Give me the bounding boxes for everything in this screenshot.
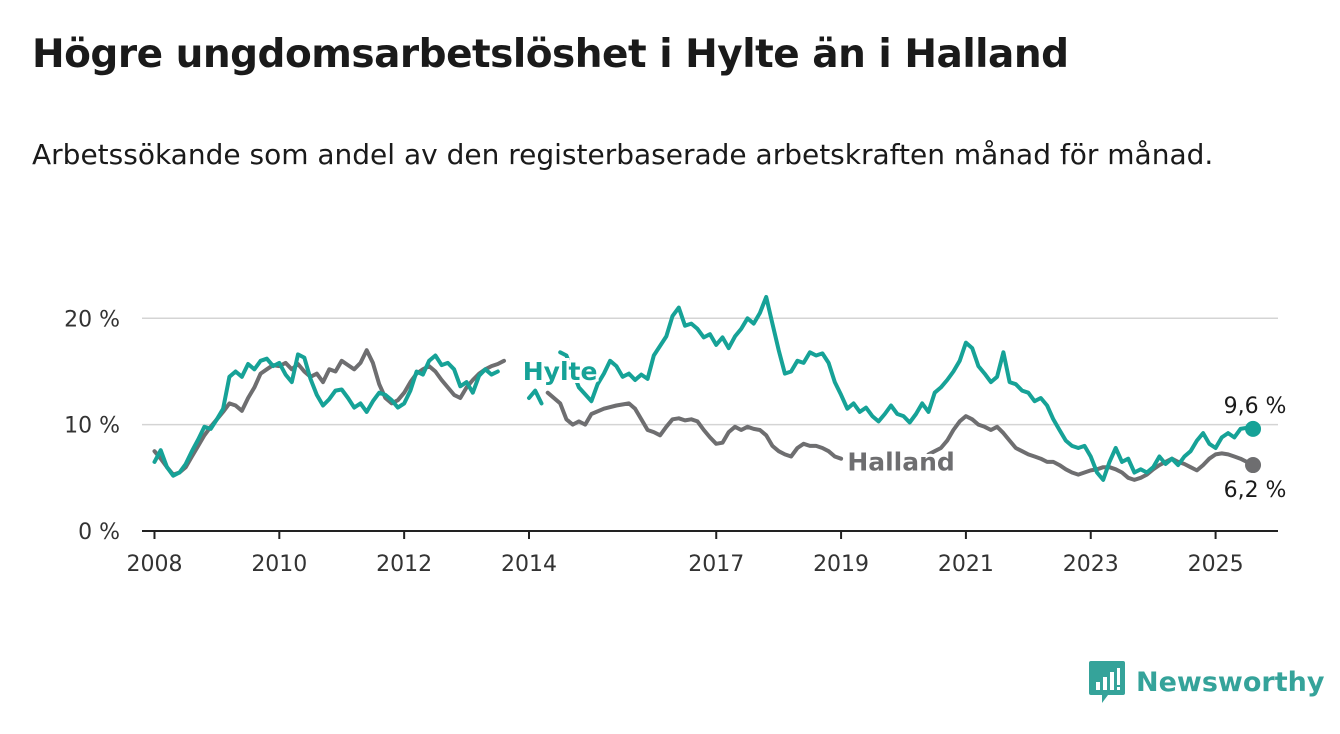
chart-subtitle: Arbetssökande som andel av den registerb…: [32, 138, 1214, 171]
x-tick-label: 2019: [813, 552, 869, 577]
series-line-hylte: [152, 295, 1255, 482]
y-tick-label: 0 %: [78, 520, 120, 545]
brand-name: Newsworthy: [1136, 666, 1325, 698]
end-point-halland: [1245, 457, 1262, 474]
x-tick-label: 2008: [126, 552, 182, 577]
brand-logo: Newsworthy: [1088, 660, 1324, 704]
newsworthy-logo-icon: [1089, 661, 1125, 703]
chart-title: Högre ungdomsarbetslöshet i Hylte än i H…: [32, 32, 1069, 77]
x-tick-label: 2021: [938, 552, 994, 577]
x-tick-label: 2014: [501, 552, 557, 577]
y-tick-label: 10 %: [64, 414, 120, 439]
x-tick-label: 2017: [688, 552, 744, 577]
end-point-hylte: [1245, 420, 1262, 437]
x-tick-label: 2023: [1063, 552, 1119, 577]
series-line-halland: [152, 348, 1255, 482]
series-label-hylte: Hylte: [523, 357, 598, 386]
x-tick-label: 2010: [251, 552, 307, 577]
y-tick-label: 20 %: [64, 307, 120, 332]
end-label-hylte: 9,6 %: [1224, 394, 1287, 419]
series-label-halland: Halland: [847, 447, 955, 476]
end-label-halland: 6,2 %: [1224, 478, 1287, 503]
x-tick-label: 2012: [376, 552, 432, 577]
x-tick-label: 2025: [1188, 552, 1244, 577]
